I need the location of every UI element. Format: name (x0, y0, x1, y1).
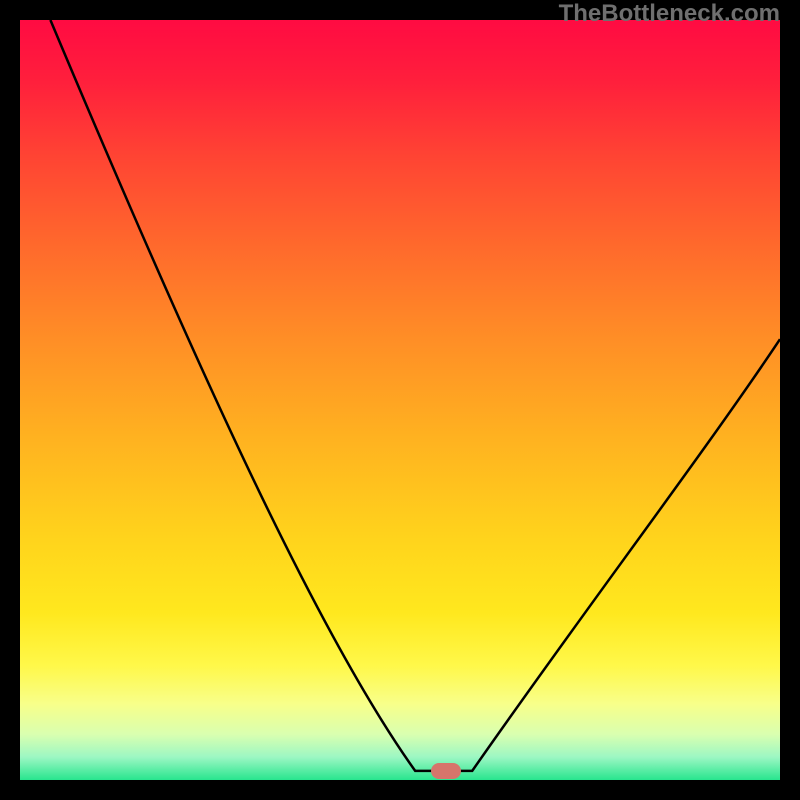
optimal-point-marker (431, 763, 461, 779)
chart-container: TheBottleneck.com (0, 0, 800, 800)
watermark-text: TheBottleneck.com (559, 0, 780, 28)
bottleneck-curve (0, 0, 800, 800)
